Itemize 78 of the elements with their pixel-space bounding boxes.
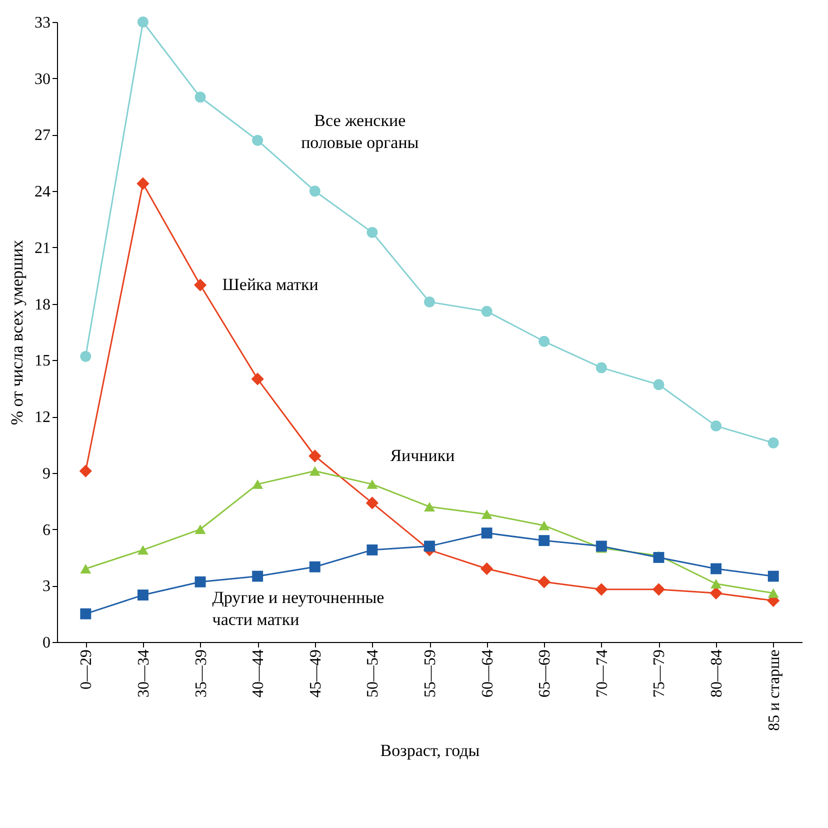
point — [710, 563, 722, 574]
point — [194, 278, 207, 292]
x-tick-label: 80—84 — [708, 650, 726, 698]
point — [309, 186, 320, 197]
y-tick-label: 6 — [42, 522, 50, 539]
y-tick-label: 30 — [34, 70, 50, 88]
series-label: Все женские половые органы — [301, 111, 420, 152]
point — [481, 510, 492, 519]
point — [653, 379, 664, 390]
point — [481, 528, 492, 539]
point — [309, 466, 320, 476]
x-tick-label: 75—79 — [651, 650, 668, 698]
y-tick-label: 21 — [34, 240, 50, 257]
point — [596, 362, 607, 374]
point — [366, 544, 378, 556]
point — [366, 226, 378, 238]
point — [80, 608, 92, 620]
point — [768, 437, 779, 448]
x-tick-label: 30—34 — [135, 650, 152, 698]
point — [252, 134, 264, 146]
series-label: Яичники — [390, 446, 455, 466]
point — [424, 540, 435, 552]
point — [710, 420, 722, 432]
point — [366, 479, 378, 489]
x-axis-title: Возраст, годы — [380, 740, 480, 760]
point — [251, 372, 264, 386]
point — [309, 561, 320, 572]
series-label: Другие и неуточненные части матки — [212, 588, 384, 629]
x-tick-label: 60—64 — [479, 650, 496, 698]
point — [308, 450, 322, 462]
point — [194, 524, 206, 534]
x-tick-label: 35—39 — [192, 650, 210, 698]
x-tick-label: 50—54 — [364, 650, 382, 698]
y-tick-label: 0 — [42, 634, 50, 652]
point — [595, 583, 608, 596]
point — [137, 16, 148, 28]
point — [538, 336, 550, 347]
point — [252, 570, 264, 582]
point — [366, 496, 379, 510]
x-tick-label: 65—69 — [536, 650, 554, 698]
point — [480, 562, 494, 576]
point — [80, 564, 92, 574]
y-tick-label: 3 — [42, 578, 50, 596]
point — [80, 350, 92, 362]
point — [768, 570, 779, 582]
x-tick-label: 45—49 — [307, 650, 324, 698]
point — [596, 540, 607, 552]
point — [137, 590, 148, 601]
y-tick-label: 15 — [34, 352, 50, 370]
point — [424, 296, 435, 308]
point — [653, 552, 664, 563]
point — [79, 464, 92, 478]
point — [768, 588, 779, 598]
y-tick-label: 12 — [34, 409, 50, 426]
x-tick-label: 85 и старше — [766, 650, 783, 731]
point — [710, 579, 722, 588]
y-axis-title: % от числа всех умерших — [8, 239, 26, 426]
series-label: Шейка матки — [222, 275, 318, 294]
y-tick-label: 27 — [34, 127, 50, 144]
y-tick-label: 33 — [34, 14, 50, 32]
point — [136, 177, 150, 190]
y-tick-label: 24 — [34, 184, 50, 201]
point — [252, 479, 264, 489]
x-tick-label: 40—44 — [250, 650, 268, 698]
point — [137, 545, 148, 555]
point — [538, 576, 550, 588]
point — [538, 535, 550, 546]
point — [538, 520, 550, 530]
point — [194, 576, 206, 588]
y-tick-label: 18 — [34, 296, 50, 314]
x-tick-label: 55—59 — [422, 650, 439, 698]
y-tick-label: 9 — [42, 465, 50, 482]
point — [652, 583, 666, 596]
x-tick-label: 70—74 — [594, 650, 611, 698]
point — [194, 92, 206, 103]
x-tick-label: 0—29 — [78, 650, 96, 690]
point — [424, 502, 435, 512]
point — [481, 306, 492, 317]
